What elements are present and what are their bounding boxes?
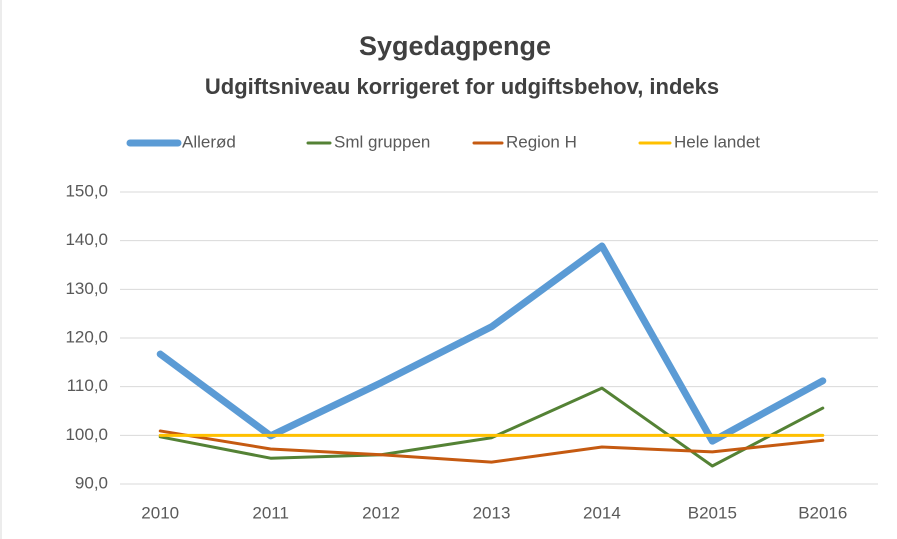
x-tick-label: 2013 — [473, 503, 511, 522]
y-tick-label: 120,0 — [65, 327, 108, 346]
x-tick-label: 2012 — [362, 503, 400, 522]
y-tick-label: 90,0 — [75, 473, 108, 492]
legend-label: Allerød — [182, 132, 236, 151]
y-tick-label: 130,0 — [65, 279, 108, 298]
y-tick-label: 140,0 — [65, 230, 108, 249]
x-tick-label: B2015 — [688, 503, 737, 522]
chart-subtitle: Udgiftsniveau korrigeret for udgiftsbeho… — [205, 74, 719, 99]
chart-title: Sygedagpenge — [359, 31, 551, 61]
x-tick-label: 2010 — [141, 503, 179, 522]
series-line — [158, 386, 825, 468]
legend-label: Sml gruppen — [334, 132, 430, 151]
series-line — [158, 429, 825, 464]
y-tick-label: 100,0 — [65, 425, 108, 444]
legend-label: Region H — [506, 132, 577, 151]
y-tick-label: 150,0 — [65, 181, 108, 200]
x-tick-label: 2011 — [252, 503, 289, 522]
x-tick-label: B2016 — [798, 503, 847, 522]
x-tick-label: 2014 — [583, 503, 621, 522]
y-tick-label: 110,0 — [67, 376, 108, 395]
legend-label: Hele landet — [674, 132, 760, 151]
